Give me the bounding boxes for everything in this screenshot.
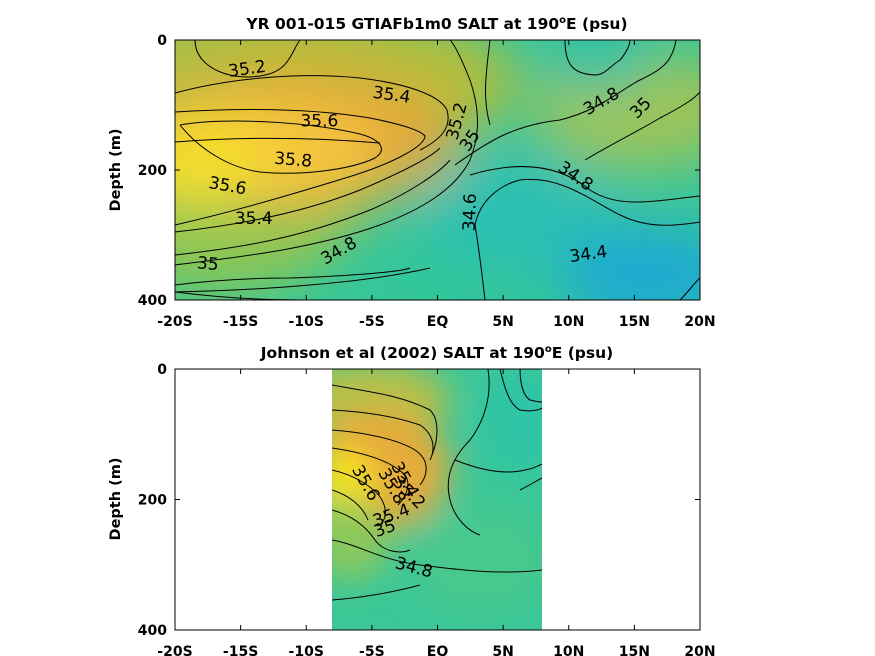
top-contour-label: 35.8 <box>273 149 312 172</box>
bottom-x-tick-label: 20N <box>684 644 715 656</box>
top-x-tick-label: EQ <box>427 314 449 330</box>
top-y-tick-label: 0 <box>157 33 167 49</box>
top-x-tick-label: -20S <box>157 314 192 330</box>
top-x-tick-label: 15N <box>619 314 650 330</box>
bottom-x-tick-label: -15S <box>223 644 258 656</box>
bottom-tick-marks <box>174 368 701 631</box>
top-y-tick-label: 200 <box>138 163 167 179</box>
bottom-x-tick-label: -20S <box>157 644 192 656</box>
bottom-x-tick-label: 5N <box>492 644 513 656</box>
bottom-y-axis-label: Depth (m) <box>108 458 124 541</box>
top-contour-label: 35.4 <box>235 209 273 229</box>
bottom-y-tick-label: 400 <box>138 623 167 639</box>
top-x-tick-label: -15S <box>223 314 258 330</box>
bottom-x-tick-label: -5S <box>359 644 385 656</box>
top-x-tick-label: 20N <box>684 314 715 330</box>
top-contour-label: 35.6 <box>300 111 338 131</box>
top-x-tick-labels: -20S -15S -10S -5S EQ 5N 10N 15N 20N <box>157 314 715 330</box>
bottom-x-tick-labels: -20S -15S -10S -5S EQ 5N 10N 15N 20N <box>157 644 715 656</box>
bottom-y-tick-label: 0 <box>157 362 167 378</box>
top-x-tick-label: 5N <box>492 314 513 330</box>
top-y-tick-labels: 0 200 400 <box>138 33 167 309</box>
bottom-y-tick-labels: 0 200 400 <box>138 362 167 639</box>
bottom-contour-lines <box>332 369 542 601</box>
top-tick-marks <box>174 39 701 301</box>
bottom-x-tick-label: EQ <box>427 644 449 656</box>
bottom-x-tick-label: -10S <box>289 644 324 656</box>
bottom-panel: Johnson et al (2002) SALT at 190oE (psu) <box>108 344 716 656</box>
top-y-tick-label: 400 <box>138 293 167 309</box>
bottom-y-tick-label: 200 <box>138 493 167 509</box>
bottom-x-tick-label: 10N <box>553 644 584 656</box>
top-x-tick-label: -10S <box>289 314 324 330</box>
top-x-tick-label: 10N <box>553 314 584 330</box>
top-panel: YR 001-015 GTIAFb1m0 SALT at 190oE (psu) <box>108 15 716 330</box>
bottom-x-tick-label: 15N <box>619 644 650 656</box>
top-title: YR 001-015 GTIAFb1m0 SALT at 190oE (psu) <box>245 15 627 33</box>
top-y-axis-label: Depth (m) <box>108 129 124 212</box>
top-contour-label: 34.6 <box>460 193 481 232</box>
bottom-title: Johnson et al (2002) SALT at 190oE (psu) <box>260 344 613 362</box>
top-x-tick-label: -5S <box>359 314 385 330</box>
top-contour-label: 35 <box>196 253 219 275</box>
bottom-salinity-field <box>332 369 542 630</box>
